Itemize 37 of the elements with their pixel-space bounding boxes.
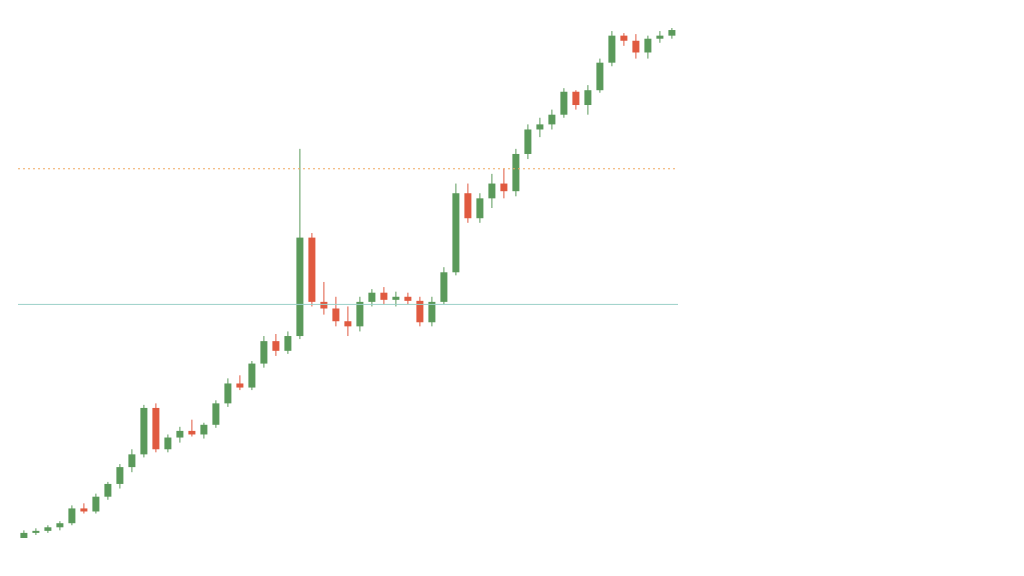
candlestick: [500, 168, 508, 199]
candlestick: [212, 399, 220, 429]
candlestick: [260, 335, 268, 369]
candlestick: [536, 117, 544, 138]
candlestick: [128, 448, 136, 473]
candlestick: [416, 296, 424, 327]
candlestick: [632, 33, 640, 60]
candlestick: [620, 32, 628, 47]
candlestick: [176, 426, 184, 444]
candlestick: [32, 527, 40, 536]
candlestick: [656, 30, 664, 44]
candlestick: [644, 35, 652, 60]
candlestick: [560, 87, 568, 119]
candlestick: [236, 374, 244, 391]
candlestick: [428, 296, 436, 327]
candlestick: [68, 504, 76, 526]
candlestick: [284, 330, 292, 355]
candlestick: [404, 292, 412, 305]
candlestick: [320, 281, 328, 316]
candlestick: [344, 305, 352, 337]
candlestick: [476, 192, 484, 224]
candlestick: [92, 493, 100, 515]
candlestick: [488, 173, 496, 209]
candlestick: [248, 360, 256, 391]
candlestick: [224, 377, 232, 408]
candlestick: [584, 84, 592, 116]
candlestick: [272, 333, 280, 357]
candlestick: [548, 109, 556, 130]
candlestick: [56, 520, 64, 531]
candlestick: [380, 286, 388, 305]
candlestick: [116, 463, 124, 490]
candlestick: [668, 28, 676, 40]
candlestick: [44, 524, 52, 534]
candlestick: [572, 89, 580, 111]
candlestick: [80, 502, 88, 515]
candlestick: [332, 296, 340, 327]
candlestick: [392, 291, 400, 307]
